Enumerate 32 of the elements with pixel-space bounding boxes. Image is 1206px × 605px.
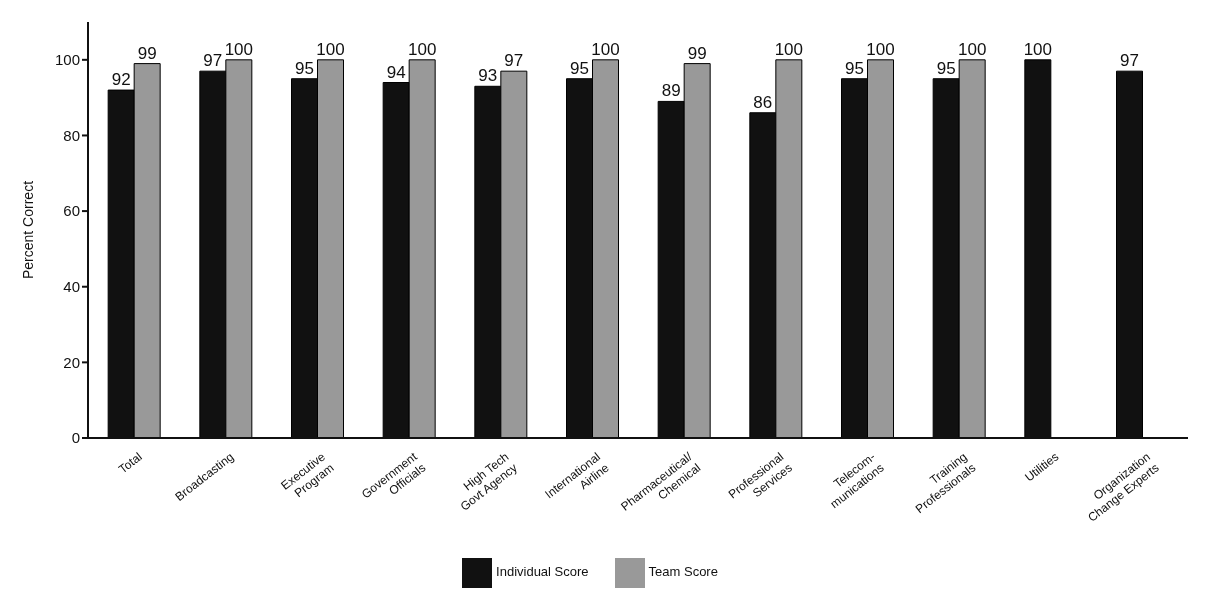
data-label: 100 bbox=[774, 39, 804, 59]
data-label: 99 bbox=[687, 43, 707, 63]
y-tick-label: 100 bbox=[54, 51, 80, 69]
y-tick-label: 60 bbox=[63, 202, 80, 220]
data-label: 100 bbox=[1023, 39, 1053, 59]
data-label: 97 bbox=[1120, 51, 1139, 71]
data-label: 100 bbox=[316, 39, 345, 59]
data-label: 100 bbox=[407, 39, 437, 59]
data-label: 100 bbox=[224, 39, 254, 59]
y-tick-label: 0 bbox=[71, 429, 80, 447]
data-label: 99 bbox=[137, 43, 157, 63]
y-tick-label: 20 bbox=[63, 353, 80, 371]
data-label: 95 bbox=[845, 58, 864, 78]
x-tick-label: Total bbox=[116, 449, 145, 477]
data-label: 94 bbox=[386, 62, 406, 82]
data-label: 86 bbox=[753, 92, 773, 112]
data-label: 100 bbox=[591, 39, 620, 59]
data-label: 100 bbox=[957, 39, 987, 59]
y-axis-title: Percent Correct bbox=[19, 180, 36, 280]
legend-label: Individual Score bbox=[496, 564, 589, 580]
data-label: 95 bbox=[295, 58, 314, 78]
data-label: 100 bbox=[866, 39, 895, 59]
data-label: 97 bbox=[203, 51, 223, 71]
data-label: 95 bbox=[936, 58, 956, 78]
data-label: 89 bbox=[661, 81, 681, 101]
data-label: 97 bbox=[504, 51, 524, 71]
data-label: 92 bbox=[111, 70, 131, 90]
data-label: 95 bbox=[570, 58, 589, 78]
y-tick-label: 80 bbox=[63, 126, 80, 144]
y-tick-label: 40 bbox=[63, 278, 80, 296]
data-label: 93 bbox=[478, 66, 498, 86]
legend-label: Team Score bbox=[648, 564, 718, 580]
